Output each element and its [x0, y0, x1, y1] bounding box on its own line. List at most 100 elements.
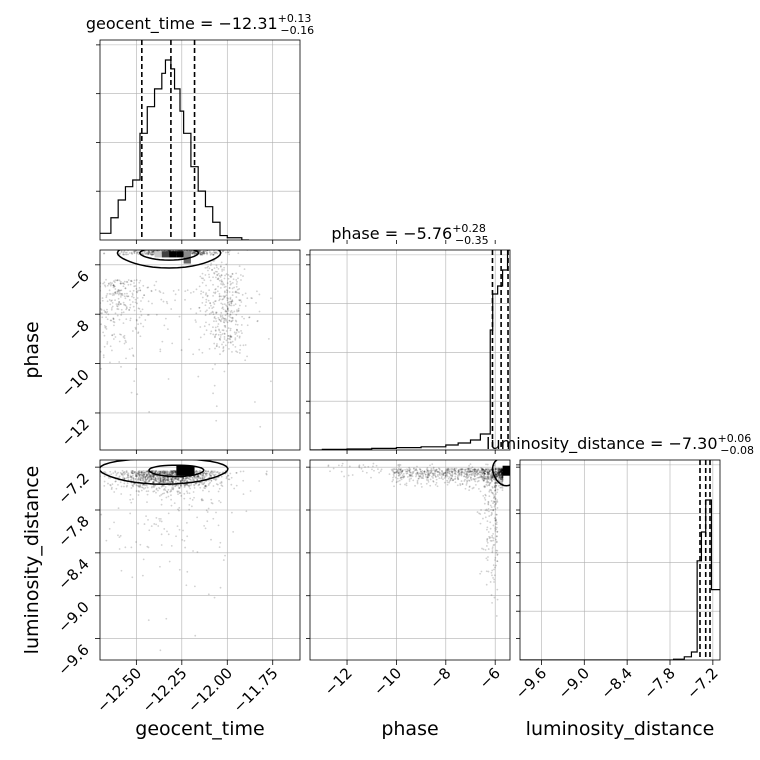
- sample-point: [226, 321, 229, 324]
- sample-point: [172, 479, 175, 481]
- sample-point: [487, 570, 490, 573]
- sample-point: [132, 244, 134, 246]
- sample-point: [188, 338, 190, 341]
- sample-point: [124, 251, 127, 254]
- sample-point: [103, 252, 106, 255]
- sample-point: [192, 241, 194, 243]
- sample-point: [193, 477, 196, 480]
- sample-point: [423, 472, 426, 475]
- sample-point: [146, 476, 149, 479]
- sample-point: [119, 292, 122, 295]
- sample-point: [494, 517, 497, 519]
- sample-point: [150, 246, 152, 248]
- sample-point: [123, 246, 125, 248]
- sample-point: [136, 475, 139, 477]
- sample-point: [202, 277, 204, 280]
- sample-point: [129, 306, 132, 309]
- sample-point: [156, 246, 158, 248]
- sample-point: [133, 282, 135, 284]
- sample-point: [163, 245, 165, 247]
- sample-point: [111, 483, 114, 486]
- panel-title-luminosity_distance: luminosity_distance = −7.30+0.06 −0.08: [486, 432, 754, 457]
- sample-point: [208, 348, 211, 350]
- sample-point: [195, 243, 197, 245]
- sample-point: [201, 246, 203, 248]
- sample-point: [215, 419, 218, 422]
- sample-point: [152, 251, 155, 254]
- sample-point: [119, 534, 122, 537]
- sample-point: [174, 244, 176, 246]
- sample-point: [231, 287, 234, 290]
- sample-point: [249, 490, 252, 492]
- sample-point: [212, 485, 215, 487]
- sample-point: [131, 498, 134, 501]
- sample-point: [218, 329, 221, 332]
- sample-point: [495, 519, 498, 522]
- sample-point: [463, 475, 465, 478]
- sample-point: [92, 344, 94, 346]
- sample-point: [116, 279, 119, 281]
- sample-point: [486, 528, 488, 531]
- y-tick-label: −10: [58, 366, 93, 401]
- sample-point: [489, 581, 492, 583]
- sample-point: [112, 317, 115, 320]
- sample-point: [133, 252, 136, 255]
- sample-point: [182, 479, 185, 482]
- sample-point: [122, 336, 125, 338]
- sample-point: [486, 480, 489, 483]
- sample-point: [161, 248, 163, 250]
- panel-frame: [519, 459, 721, 661]
- sample-point: [219, 287, 222, 289]
- sample-point: [229, 280, 232, 283]
- sample-point: [408, 478, 411, 481]
- sample-point: [207, 484, 210, 487]
- sample-point: [114, 279, 117, 282]
- sample-point: [205, 474, 208, 477]
- sample-point: [234, 323, 237, 326]
- sample-point: [161, 248, 163, 250]
- sample-point: [419, 475, 422, 478]
- sample-point: [489, 475, 491, 478]
- sample-point: [219, 333, 222, 336]
- sample-point: [162, 300, 165, 303]
- sample-point: [461, 468, 464, 471]
- sample-point: [482, 476, 485, 478]
- sample-point: [491, 480, 493, 483]
- sample-point: [213, 272, 216, 275]
- sample-point: [188, 243, 190, 245]
- sample-point: [118, 300, 120, 303]
- sample-point: [113, 247, 115, 249]
- sample-point: [489, 527, 492, 530]
- sample-point: [234, 333, 237, 336]
- panel-phase-vs-geocent_time: [92, 241, 301, 451]
- sample-point: [140, 473, 143, 476]
- sample-point: [472, 478, 475, 480]
- sample-point: [109, 345, 112, 348]
- sample-point: [161, 248, 163, 250]
- sample-point: [104, 471, 107, 474]
- sample-point: [122, 251, 125, 254]
- sample-point: [118, 318, 121, 321]
- sample-point: [167, 481, 169, 484]
- sample-point: [227, 277, 230, 280]
- sample-point: [443, 481, 446, 484]
- sample-point: [226, 312, 229, 315]
- sample-point: [485, 463, 487, 466]
- sample-point: [146, 493, 149, 496]
- sample-point: [220, 274, 223, 277]
- sample-point: [113, 281, 116, 284]
- sample-point: [153, 245, 155, 247]
- sample-point: [214, 270, 217, 273]
- sample-point: [471, 466, 474, 469]
- sample-point: [432, 466, 435, 469]
- sample-point: [499, 476, 502, 479]
- sample-point: [215, 320, 218, 323]
- sample-point: [209, 279, 212, 282]
- sample-point: [174, 485, 176, 487]
- sample-point: [219, 298, 221, 301]
- sample-point: [181, 247, 183, 249]
- sample-point: [125, 341, 127, 344]
- sample-point: [221, 307, 224, 310]
- sample-point: [120, 493, 123, 495]
- sample-point: [132, 354, 135, 357]
